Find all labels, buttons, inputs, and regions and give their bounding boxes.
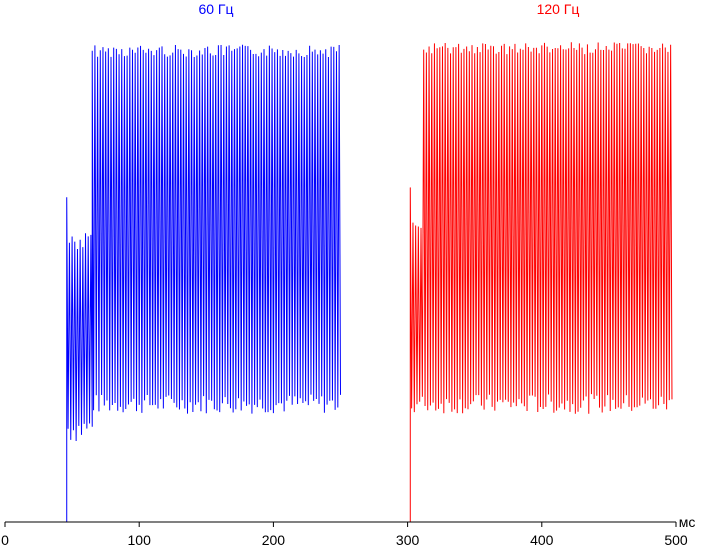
series-title-60hz: 60 Гц [198,1,233,17]
x-axis-unit: мс [679,514,696,530]
series-line-120hz [340,42,673,523]
x-tick-label-400: 400 [530,532,554,548]
x-ticks: 0 100 200 300 400 500 [1,522,688,548]
x-tick-label-100: 100 [128,532,152,548]
series-line-60hz [5,44,341,523]
series-layer [5,42,673,523]
x-tick-label-0: 0 [1,532,9,548]
series-title-120hz: 120 Гц [537,1,580,17]
x-tick-label-200: 200 [262,532,286,548]
x-tick-label-300: 300 [396,532,420,548]
x-tick-label-500: 500 [664,532,688,548]
